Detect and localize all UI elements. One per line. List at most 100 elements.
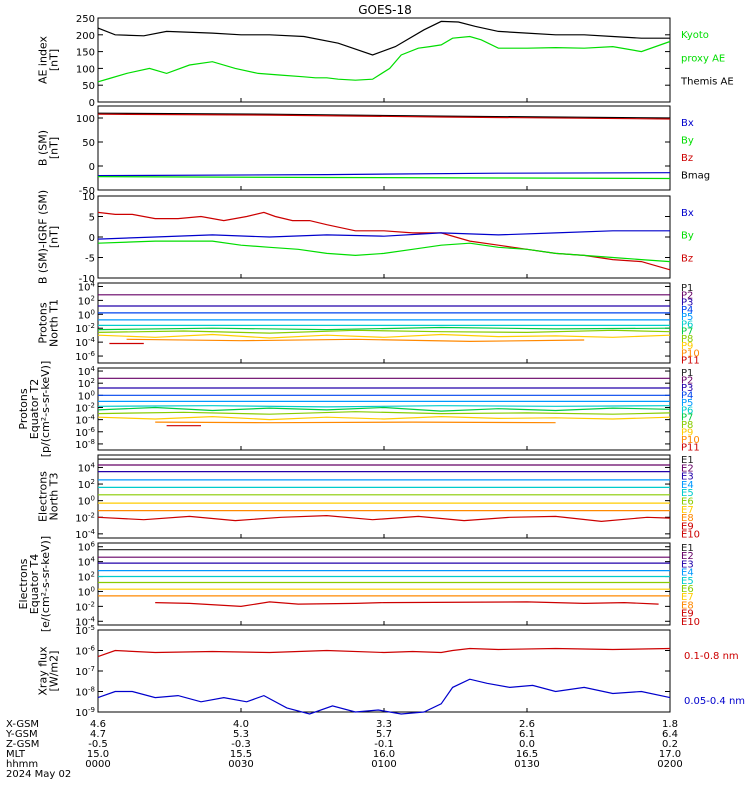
y-axis-label: Electrons [17, 558, 30, 609]
legend-entry: 0.05-0.4 nm [684, 696, 745, 707]
legend-entry: 0.1-0.8 nm [684, 651, 739, 662]
y-tick-label: 10-6 [75, 645, 95, 658]
x-row-label: hhmm [6, 759, 38, 770]
y-axis-label: B (SM) [37, 130, 50, 166]
series-line [97, 406, 671, 412]
legend-entry: proxy AE [681, 53, 725, 64]
legend-entry: P6 [681, 405, 693, 416]
legend-entry: P6 [681, 319, 693, 330]
legend-entry: P10 [681, 435, 700, 446]
y-tick-label: 100 [78, 495, 95, 508]
y-axis-label: Electrons [37, 471, 50, 522]
y-tick-label: 100 [76, 114, 95, 125]
series-line [97, 405, 671, 408]
y-tick-label: 106 [78, 541, 96, 554]
x-tick-label: 0130 [514, 759, 539, 770]
y-tick-label: -10 [79, 274, 95, 285]
series-line [97, 240, 671, 263]
legend-entry: P4 [681, 390, 693, 401]
legend-entry: E6 [681, 497, 694, 508]
legend-entry: E1 [681, 543, 694, 554]
y-axis-label: AE index [37, 35, 50, 84]
x-tick-label: 5.3 [233, 729, 249, 740]
series-line [97, 112, 671, 119]
y-axis-label: Protons [17, 388, 30, 429]
y-tick-label: 102 [78, 377, 95, 390]
legend-entry: E3 [681, 472, 694, 483]
y-tick-label: 10-9 [75, 706, 95, 719]
y-tick-label: 0 [89, 162, 95, 173]
legend-entry: E8 [681, 600, 694, 611]
y-tick-label: 100 [78, 585, 95, 598]
legend-entry: P5 [681, 398, 693, 409]
legend-entry: E10 [681, 530, 700, 541]
x-tick-label: 16.5 [516, 749, 538, 760]
panel-ae: 250 200 150 100 50 0 AE index[nT] Kyoto proxy AE… [37, 14, 734, 109]
legend-entry: P5 [681, 312, 693, 323]
y-tick-label: 10-8 [75, 686, 95, 699]
legend-entry: Themis AE [680, 77, 734, 88]
legend-entry: By [681, 231, 694, 242]
x-tick-label: 15.0 [87, 749, 109, 760]
y-tick-label: 10-7 [75, 665, 95, 678]
legend-entry: E2 [681, 551, 694, 562]
legend-entry: P3 [681, 298, 693, 309]
legend-entry: P1 [681, 368, 693, 379]
y-axis-label: [nT] [48, 49, 61, 71]
legend-entry: P10 [681, 348, 700, 359]
y-axis-label: Protons [37, 302, 50, 343]
x-row-label: Y-GSM [5, 729, 38, 740]
x-tick-label: 1.8 [662, 719, 678, 730]
series-line [97, 514, 671, 523]
legend-entry: E10 [681, 617, 700, 628]
y-axis-label: Equator T2 [28, 379, 41, 439]
y-axis-label: B (SM)-IGRF (SM) [37, 190, 50, 284]
panel-xray: 10-5 10-6 10-7 10-8 10-9 Xray flux[W/m2] 0.1-0… [37, 624, 746, 719]
x-tick-label: 0200 [657, 759, 682, 770]
legend-entry: P9 [681, 341, 693, 352]
y-tick-label: 10-6 [75, 426, 95, 439]
y-tick-label: 100 [78, 389, 95, 402]
series-line [97, 113, 671, 120]
legend-entry: P2 [681, 375, 693, 386]
series-line [126, 338, 585, 343]
legend-entry: E7 [681, 592, 694, 603]
legend-entry: P7 [681, 327, 693, 338]
legend-entry: Bz [681, 253, 693, 264]
y-axis-label: [nT] [48, 226, 61, 248]
y-tick-label: 50 [82, 138, 95, 149]
y-tick-label: 250 [76, 14, 95, 25]
x-tick-label: -0.1 [374, 739, 394, 750]
series-line [155, 601, 659, 608]
panel-bsm: 100 50 0 -50 B (SM)[nT] Bx By Bz Bmag [37, 105, 710, 197]
legend-entry: P4 [681, 305, 693, 316]
legend-entry: E6 [681, 584, 694, 595]
x-tick-label: 17.0 [659, 749, 681, 760]
y-tick-label: 10-4 [75, 615, 95, 628]
y-tick-label: 104 [78, 280, 96, 293]
legend-entry: E5 [681, 576, 694, 587]
y-tick-label: -50 [79, 186, 95, 197]
y-tick-label: 10-5 [75, 624, 95, 637]
legend-entry: By [681, 136, 694, 147]
y-axis-label: Xray flux [37, 646, 50, 696]
y-tick-label: 102 [78, 294, 95, 307]
legend-entry: P8 [681, 334, 693, 345]
y-tick-label: 150 [76, 48, 95, 59]
chart-title: GOES-18 [358, 3, 412, 17]
panel-frame [97, 195, 671, 279]
legend-entry: E3 [681, 559, 694, 570]
series-line [97, 20, 670, 56]
legend-entry: Bx [681, 208, 694, 219]
series-line [97, 647, 671, 658]
y-tick-label: 50 [82, 81, 95, 92]
y-tick-label: 10-6 [75, 350, 95, 363]
x-tick-label: 16.0 [373, 749, 395, 760]
x-row-label: MLT [6, 749, 26, 760]
y-axis-label: Equator T4 [28, 554, 41, 614]
x-tick-label: 0.2 [662, 739, 678, 750]
